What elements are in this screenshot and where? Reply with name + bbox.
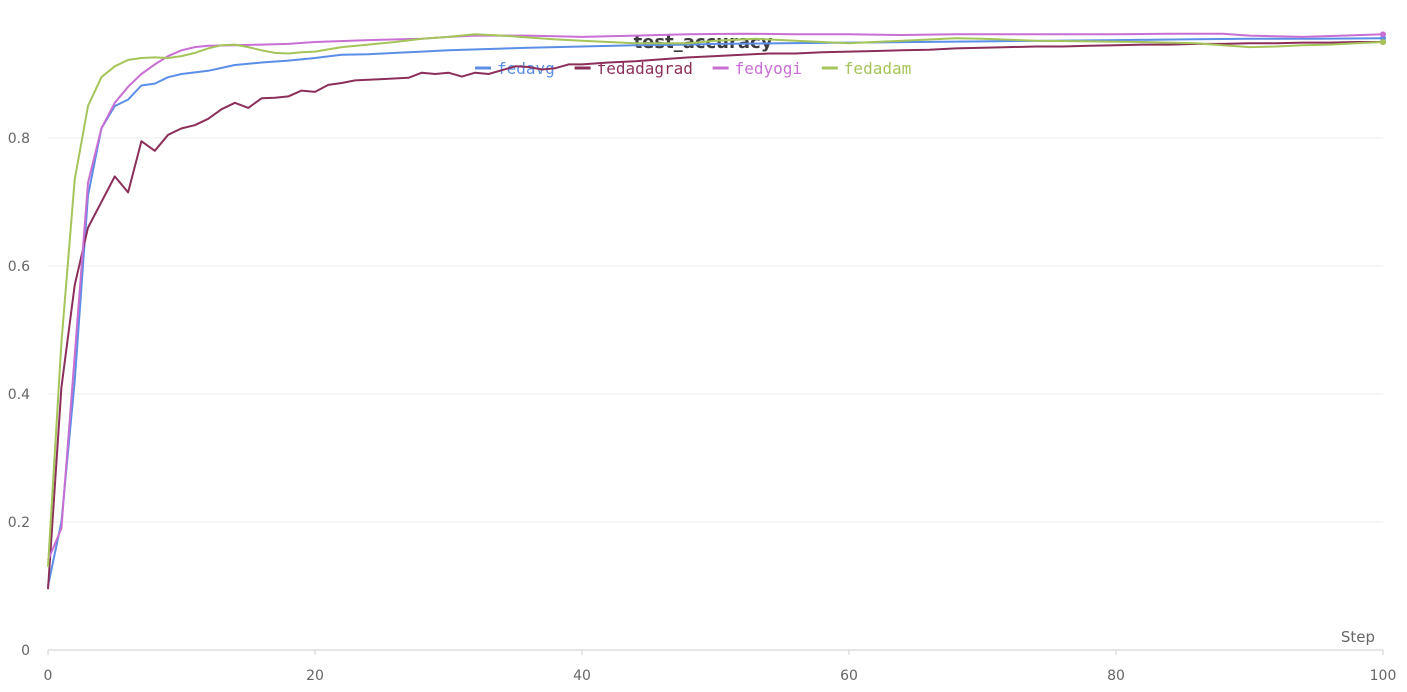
y-tick-label: 0.8: [8, 131, 30, 147]
y-tick-label: 0.4: [8, 387, 30, 403]
y-tick-label: 0: [21, 643, 30, 659]
x-tick-label: 60: [840, 668, 858, 684]
legend-item-fedadam[interactable]: fedadam: [821, 59, 911, 78]
legend-item-fedavg[interactable]: fedavg: [475, 59, 555, 78]
series-line-fedadam: [47, 33, 1384, 567]
gridlines: [48, 137, 1383, 523]
x-tick-label: 80: [1107, 668, 1125, 684]
legend-label: fedyogi: [735, 59, 802, 78]
series-line-fedyogi: [47, 32, 1384, 561]
y-tick-label: 0.2: [8, 515, 30, 531]
x-tick-label: 0: [44, 668, 53, 684]
legend-item-fedadagrad[interactable]: fedadagrad: [574, 59, 693, 78]
legend-label: fedadam: [844, 59, 911, 78]
y-tick-label: 0.6: [8, 259, 30, 275]
x-tick-label: 100: [1370, 668, 1397, 684]
series-line-fedadagrad: [47, 41, 1383, 590]
x-tick-label: 20: [306, 668, 324, 684]
x-axis-label: Step: [1341, 628, 1375, 646]
legend-item-fedyogi[interactable]: fedyogi: [712, 59, 802, 78]
legend-label: fedavg: [497, 59, 555, 78]
x-tick-label: 40: [573, 668, 591, 684]
legend: fedavg fedadagrad fedyogi fedadam: [475, 59, 911, 78]
series-line-fedavg: [47, 37, 1384, 587]
series-group: [47, 31, 1386, 590]
series-end-point-fedadam: [1380, 39, 1386, 45]
series-end-point-fedyogi: [1380, 31, 1386, 38]
axes: 0 0.2 0.4 0.6 0.8 0 20 40 60 80 100: [8, 131, 1397, 684]
legend-label: fedadagrad: [597, 59, 693, 78]
